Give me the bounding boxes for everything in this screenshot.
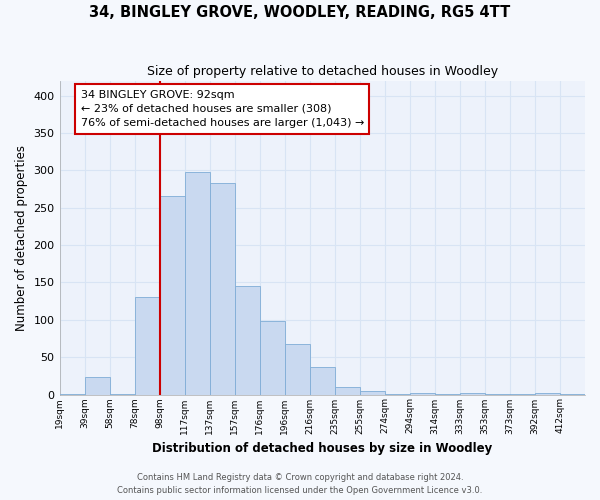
Text: 34 BINGLEY GROVE: 92sqm
← 23% of detached houses are smaller (308)
76% of semi-d: 34 BINGLEY GROVE: 92sqm ← 23% of detache… <box>80 90 364 128</box>
X-axis label: Distribution of detached houses by size in Woodley: Distribution of detached houses by size … <box>152 442 493 455</box>
Text: 34, BINGLEY GROVE, WOODLEY, READING, RG5 4TT: 34, BINGLEY GROVE, WOODLEY, READING, RG5… <box>89 5 511 20</box>
Y-axis label: Number of detached properties: Number of detached properties <box>15 144 28 330</box>
Bar <box>535 393 560 394</box>
Bar <box>285 344 310 394</box>
Bar <box>310 367 335 394</box>
Bar <box>360 391 385 394</box>
Bar <box>134 298 160 394</box>
Bar <box>260 322 285 394</box>
Bar <box>185 172 209 394</box>
Title: Size of property relative to detached houses in Woodley: Size of property relative to detached ho… <box>147 65 498 78</box>
Bar <box>335 387 360 394</box>
Bar <box>160 196 185 394</box>
Bar <box>460 393 485 394</box>
Bar <box>410 393 435 394</box>
Text: Contains HM Land Registry data © Crown copyright and database right 2024.
Contai: Contains HM Land Registry data © Crown c… <box>118 474 482 495</box>
Bar <box>209 183 235 394</box>
Bar <box>235 286 260 395</box>
Bar <box>85 378 110 394</box>
